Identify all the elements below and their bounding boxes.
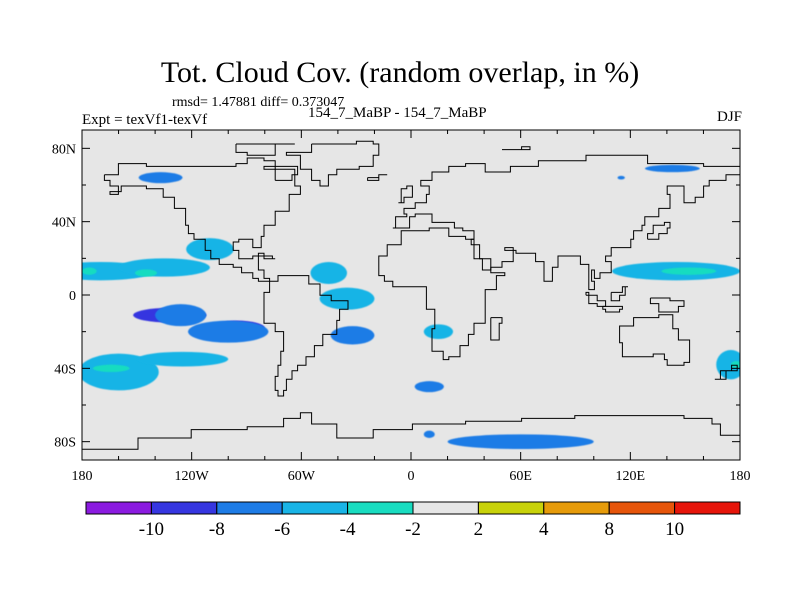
- contour-region-4: [319, 287, 375, 310]
- coastline-11: [502, 146, 531, 151]
- contour-region-1: [118, 258, 210, 277]
- colorbar-label-5: 2: [474, 519, 484, 540]
- coastline-13: [610, 286, 628, 302]
- colorbar-swatch-0: [85, 501, 152, 515]
- x-tick-label-3: 0: [408, 469, 415, 484]
- contour-region-6: [136, 351, 229, 367]
- contour-region-21: [644, 164, 700, 173]
- coastline-8: [490, 317, 503, 341]
- colorbar-swatch-3: [281, 501, 349, 515]
- coastline-17: [257, 252, 276, 260]
- coastline-6: [82, 412, 740, 450]
- contour-region-5: [82, 353, 159, 391]
- run-label: 154_7_MaBP - 154_7_MaBP: [308, 105, 487, 121]
- coastline-1: [285, 140, 380, 187]
- colorbar-swatch-2: [216, 501, 283, 515]
- contour-region-22: [617, 175, 625, 180]
- colorbar-swatch-9: [674, 501, 741, 515]
- x-tick-label-2: 60W: [288, 469, 316, 484]
- colorbar-label-0: -10: [139, 519, 164, 540]
- colorbar-swatch-4: [347, 501, 414, 515]
- colorbar-label-6: 4: [539, 519, 549, 540]
- x-tick-label-6: 180: [730, 469, 751, 484]
- colorbar-label-1: -8: [209, 519, 225, 540]
- colorbar-label-3: -4: [340, 519, 356, 540]
- y-tick-label-0: 80N: [52, 142, 76, 157]
- colorbar-label-4: -2: [405, 519, 421, 540]
- contour-region-12: [92, 364, 130, 373]
- y-tick-label-3: 40S: [54, 362, 76, 377]
- colorbar-swatch-6: [477, 501, 545, 515]
- contour-region-11: [135, 269, 157, 277]
- coastline-16: [714, 364, 738, 380]
- contour-region-17: [155, 304, 207, 327]
- coastline-14: [649, 297, 685, 313]
- contour-region-20: [138, 172, 183, 184]
- colorbar-label-7: 8: [604, 519, 614, 540]
- colorbar: -10 -8 -6 -4 -2 2 4 8 10: [85, 501, 741, 540]
- contour-region-18: [188, 320, 269, 343]
- x-tick-label-1: 120W: [175, 469, 210, 484]
- experiment-label: Expt = texVf1-texVf: [82, 112, 208, 128]
- contour-region-13: [661, 267, 717, 275]
- x-tick-label-4: 60E: [509, 469, 532, 484]
- colorbar-label-8: 10: [665, 519, 684, 540]
- contour-region-10: [82, 267, 97, 275]
- colorbar-swatch-7: [543, 501, 610, 515]
- contour-region-19: [330, 326, 375, 345]
- y-tick-label-2: 0: [69, 289, 76, 304]
- coastline-3: [378, 227, 506, 361]
- contour-region-7: [423, 324, 454, 339]
- coastlines: [82, 140, 740, 450]
- colorbar-swatch-1: [150, 501, 218, 515]
- coastline-4: [392, 154, 740, 291]
- chart-title: Tot. Cloud Cov. (random overlap, in %): [160, 56, 640, 89]
- y-tick-label-4: 80S: [54, 436, 76, 451]
- map-background: [82, 130, 740, 460]
- x-tick-label-5: 120E: [616, 469, 646, 484]
- x-tick-label-0: 180: [72, 469, 93, 484]
- contour-region-24: [447, 434, 594, 449]
- stats-text: rmsd= 1.47881 diff= 0.373047: [172, 95, 345, 110]
- y-axis: 80N 40N 0 40S 80S: [52, 142, 740, 451]
- contour-region-14: [730, 361, 740, 369]
- season-label: DJF: [716, 109, 742, 125]
- coastline-9: [647, 221, 671, 240]
- colorbar-label-2: -6: [274, 519, 290, 540]
- contour-regions: [82, 164, 740, 449]
- coastline-0: [103, 157, 349, 397]
- coastline-15: [602, 305, 623, 313]
- x-axis: 180 120W 60W 0 60E 120E 180: [72, 130, 751, 484]
- y-tick-label-1: 40N: [52, 216, 76, 231]
- coastline-2: [235, 143, 295, 156]
- colorbar-swatch-8: [608, 501, 676, 515]
- contour-region-9: [716, 350, 740, 380]
- coastline-5: [619, 314, 691, 366]
- coastline-7: [398, 185, 413, 204]
- coastline-10: [367, 174, 388, 181]
- contour-region-25: [423, 430, 435, 439]
- contour-region-3: [310, 262, 348, 284]
- coastline-18: [263, 165, 299, 181]
- contour-region-2: [186, 238, 234, 261]
- colorbar-swatch-5: [412, 501, 479, 515]
- coastline-12: [585, 291, 607, 307]
- contour-region-23: [414, 381, 444, 393]
